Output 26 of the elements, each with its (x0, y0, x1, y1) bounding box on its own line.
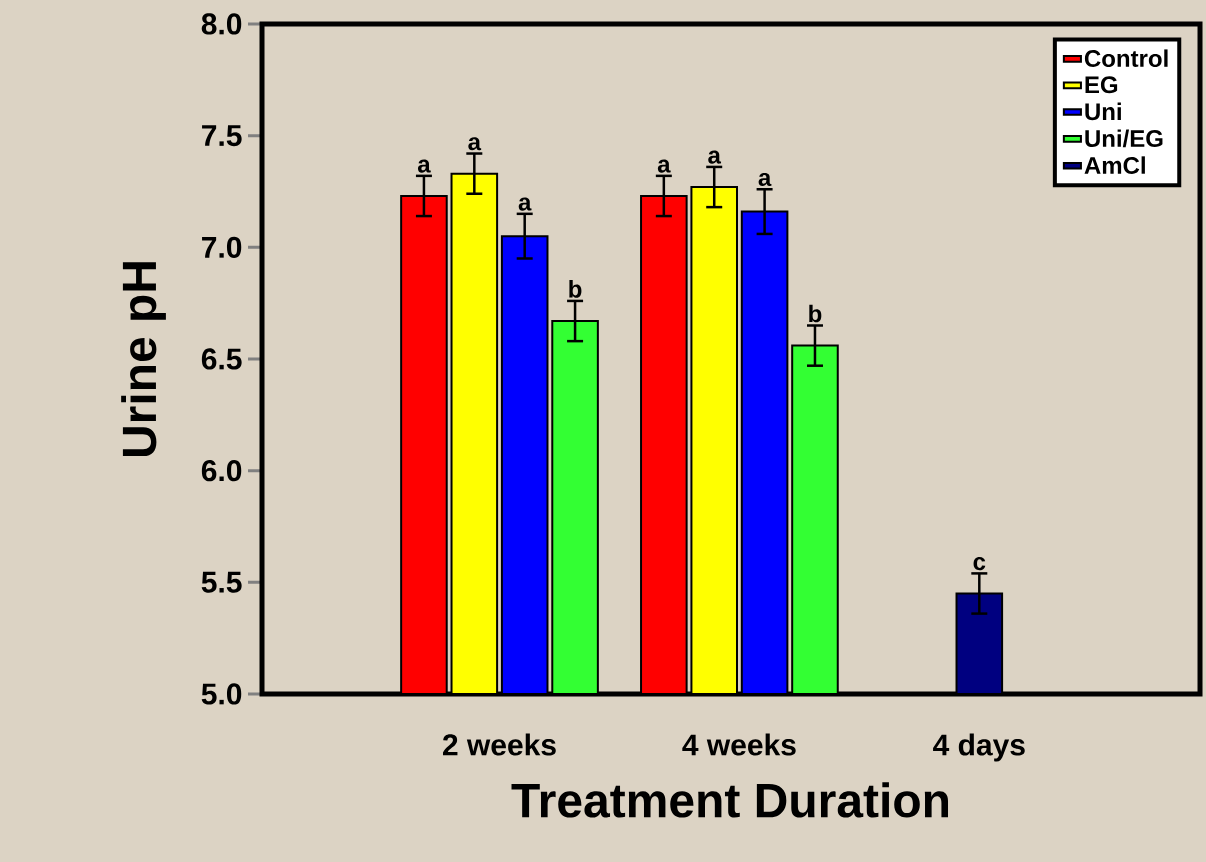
legend-label: Uni/EG (1085, 129, 1163, 148)
x-tick-label: 2 weeks (442, 733, 556, 756)
data-label: a (758, 172, 772, 187)
x-tick-label: 4 weeks (682, 733, 796, 756)
data-label: a (708, 150, 722, 164)
legend-label: Uni (1085, 102, 1121, 121)
y-tick-label: 5.5 (201, 571, 242, 593)
data-label: b (569, 280, 582, 298)
x-tick-label: 4 days (933, 733, 1025, 762)
data-label: a (518, 197, 532, 211)
y-tick-label: 8.0 (201, 13, 242, 35)
y-tick-label: 5.0 (201, 683, 242, 705)
legend-label: AmCl (1084, 156, 1145, 174)
y-axis-title: Urine pH (121, 262, 166, 457)
legend-label: Control (1084, 49, 1168, 68)
y-tick-label: 6.5 (201, 348, 242, 370)
y-tick-label: 7.0 (202, 236, 242, 258)
data-label: b (809, 304, 822, 323)
x-axis-title: Treatment Duration (511, 782, 949, 818)
y-tick-label: 6.0 (201, 460, 242, 482)
data-label: a (657, 159, 671, 173)
data-label: a (417, 159, 431, 173)
data-label: c (973, 557, 986, 571)
y-tick-label: 7.5 (202, 125, 242, 147)
data-label: a (468, 137, 482, 151)
legend-label: EG (1085, 76, 1118, 94)
